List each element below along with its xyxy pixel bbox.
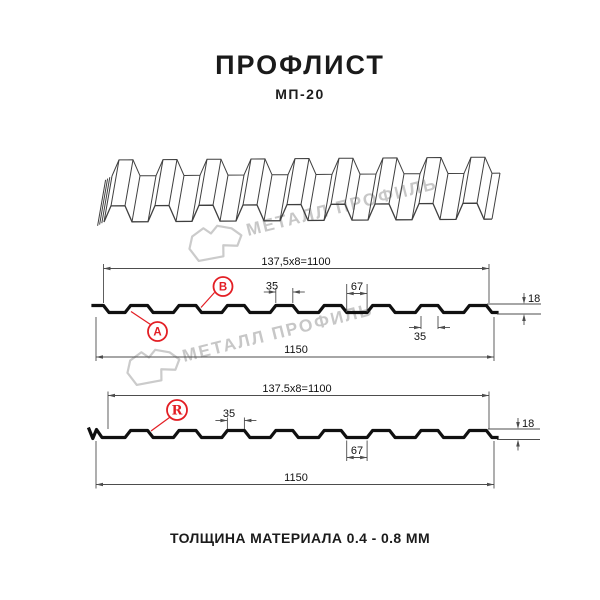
marker-b-badge: B: [200, 276, 234, 308]
marker-r-leader: [150, 417, 170, 432]
dim-label-valley-a: 67: [351, 281, 363, 293]
marker-b-leader: [200, 292, 215, 308]
cross-section-ab: 137,5x8=1100 35 67 35 18 1150 B A: [91, 256, 541, 361]
dim-label-valley-r: 67: [351, 445, 363, 457]
marker-r-circle: [166, 399, 188, 421]
dim-label-pitch-a: 137,5x8=1100: [261, 256, 330, 268]
dim-label-pitch-r: 137.5x8=1100: [262, 383, 331, 395]
marker-b-circle: [212, 276, 234, 297]
dim-label-height-a: 18: [528, 293, 540, 305]
cross-section-r: 137.5x8=1100 35 67 18 1150 R: [86, 383, 540, 489]
dim-label-crest-r: 35: [223, 408, 235, 420]
product-code: МП-20: [275, 86, 325, 102]
page-title: ПРОФЛИСТ: [215, 50, 385, 80]
watermark-logo-icon: [188, 224, 243, 262]
marker-a-leader: [130, 311, 151, 325]
profile-a-dimensions: [95, 264, 541, 361]
marker-a-circle: [147, 321, 168, 342]
profile-a-outline: [91, 303, 499, 315]
marker-r-badge: R: [150, 399, 188, 432]
marker-b-label: B: [219, 282, 227, 294]
marker-a-label: A: [153, 327, 161, 339]
dim-label-crest-a: 35: [266, 281, 278, 293]
profile-r-dimensions: [95, 391, 540, 489]
dim-label-total-r: 1150: [284, 472, 308, 484]
watermark-logo-icon: [126, 348, 181, 386]
material-thickness-caption: ТОЛЩИНА МАТЕРИАЛА 0.4 - 0.8 ММ: [169, 530, 431, 546]
dim-label-total-a: 1150: [284, 344, 308, 356]
marker-r-label: R: [172, 404, 183, 419]
dim-label-height-r: 18: [522, 418, 534, 430]
sheet-3d-view: [97, 156, 501, 226]
profile-r-outline: [86, 426, 499, 441]
dim-label-crest-bottom-a: 35: [414, 331, 426, 343]
marker-a-badge: A: [130, 311, 168, 342]
watermark-text: МЕТАЛЛ ПРОФИЛЬ: [244, 173, 439, 240]
